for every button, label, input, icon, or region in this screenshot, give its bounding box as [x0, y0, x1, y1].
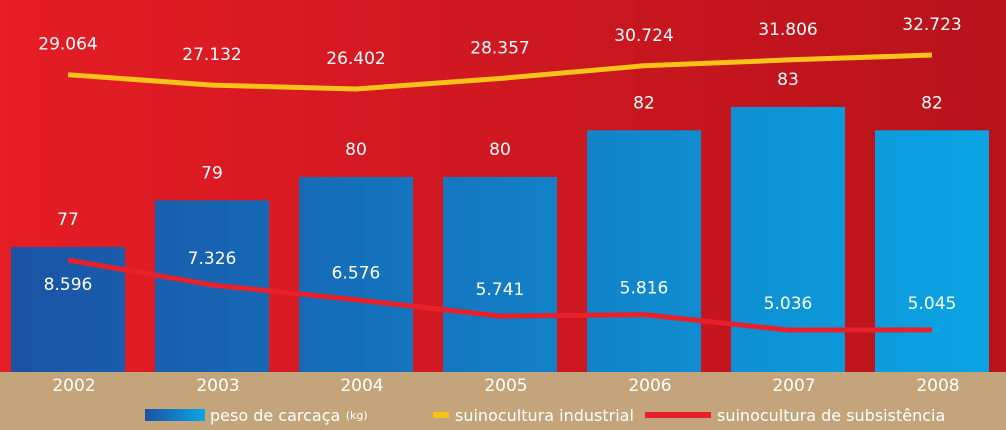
- line-value-label: 27.132: [182, 45, 241, 65]
- bar-value-label: 80: [345, 140, 367, 160]
- line-value-label: 5.741: [476, 280, 525, 300]
- x-tick-label: 2007: [772, 376, 815, 396]
- bar: [443, 177, 557, 372]
- legend-swatch: [645, 412, 711, 418]
- line-value-label: 26.402: [326, 49, 385, 69]
- line-value-label: 31.806: [758, 20, 817, 40]
- line-value-label: 5.036: [764, 294, 813, 314]
- legend-label: suinocultura industrial: [455, 406, 634, 425]
- line-value-label: 5.045: [908, 294, 957, 314]
- legend-label: peso de carcaça (kg): [210, 406, 368, 427]
- line-value-label: 28.357: [470, 38, 529, 58]
- line-value-label: 5.816: [620, 279, 669, 299]
- line-value-label: 8.596: [44, 275, 93, 295]
- x-tick-label: 2005: [484, 376, 527, 396]
- x-tick-label: 2004: [340, 376, 383, 396]
- bar-value-label: 82: [633, 93, 655, 113]
- bar: [587, 130, 701, 372]
- x-tick-label: 2002: [52, 376, 95, 396]
- legend-unit: (kg): [346, 409, 368, 422]
- x-tick-label: 2006: [628, 376, 671, 396]
- bar-value-label: 80: [489, 140, 511, 160]
- line-value-label: 30.724: [614, 26, 673, 46]
- line-series: [67, 52, 933, 92]
- bar: [875, 130, 989, 372]
- bar-value-label: 79: [201, 163, 223, 183]
- bar-value-label: 83: [777, 70, 799, 90]
- legend-swatch: [145, 409, 205, 421]
- legend-label: suinocultura de subsistência: [717, 406, 945, 425]
- x-tick-label: 2008: [916, 376, 959, 396]
- bar-value-label: 77: [57, 210, 79, 230]
- line-value-label: 32.723: [902, 15, 961, 35]
- bar-value-label: 82: [921, 93, 943, 113]
- line-value-label: 29.064: [38, 35, 97, 55]
- legend-text: suinocultura de subsistência: [717, 406, 945, 425]
- x-tick-label: 2003: [196, 376, 239, 396]
- bar: [299, 177, 413, 372]
- line-value-label: 6.576: [332, 264, 381, 284]
- legend-swatch: [433, 412, 449, 418]
- legend-text: peso de carcaça: [210, 406, 340, 425]
- line-value-label: 7.326: [188, 249, 237, 269]
- legend-text: suinocultura industrial: [455, 406, 634, 425]
- line-series: [67, 257, 933, 333]
